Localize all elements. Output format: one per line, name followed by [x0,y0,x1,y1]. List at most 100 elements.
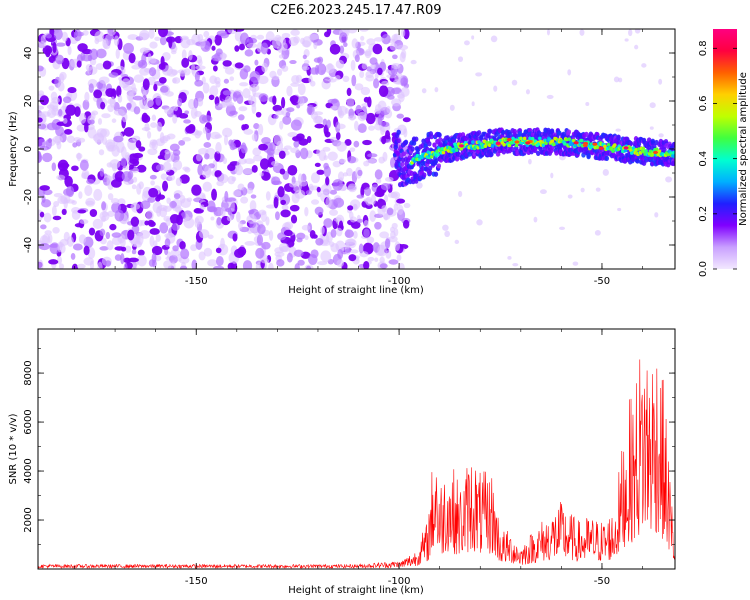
noise-blob [100,101,106,110]
noise-blob [75,31,85,37]
noise-blob [251,133,258,142]
signal-blob [489,151,494,157]
noise-blob [76,60,82,68]
signal-core [502,142,506,147]
noise-blob [203,247,213,257]
noise-blob [67,87,77,94]
noise-blob [136,164,147,173]
noise-blob [363,260,370,269]
signal-blob [437,132,442,138]
noise-blob [141,127,151,132]
noise-blob [245,187,254,194]
noise-blob [207,259,218,267]
noise-blob [50,91,58,101]
noise-blob [82,30,89,36]
noise-blob [320,226,325,235]
noise-blob [296,237,303,243]
noise-blob [326,119,331,129]
noise-blob [240,196,249,204]
noise-blob [214,34,223,46]
noise-blob [78,191,83,199]
noise-blob [202,181,212,192]
signal-core [672,154,675,159]
noise-blob [81,172,87,179]
noise-blob [164,151,175,163]
noise-blob [155,196,161,202]
noise-blob [416,182,423,189]
noise-blob [258,209,267,216]
signal-core [483,144,488,149]
noise-blob [360,35,365,41]
noise-blob [360,86,371,96]
noise-blob [136,233,141,245]
noise-blob [278,242,289,252]
noise-blob [211,45,216,51]
noise-blob [162,161,172,173]
noise-blob [539,189,547,195]
noise-blob [386,207,394,216]
noise-blob [58,108,63,117]
noise-blob [177,69,187,74]
noise-blob [278,150,286,159]
noise-blob [216,180,224,187]
signal-core [441,150,446,155]
noise-blob [260,258,270,264]
noise-blob [128,52,136,64]
noise-blob [62,117,68,124]
noise-blob [74,223,84,228]
noise-blob [239,68,249,80]
noise-blob [61,31,68,42]
noise-blob [111,235,123,246]
noise-blob [181,57,190,68]
noise-blob [246,214,257,224]
noise-blob [131,184,137,190]
noise-blob [273,114,279,119]
noise-blob [93,89,103,99]
spectrogram-y-ticks: -40 -20 0 20 40 [23,28,675,270]
signal-core [530,136,535,141]
noise-blob [155,164,165,171]
noise-blob [172,114,178,124]
noise-blob [634,29,641,34]
noise-blob [288,182,298,188]
noise-blob [357,123,367,134]
noise-blob [323,162,329,170]
noise-blob [194,215,204,225]
noise-blob [214,134,223,139]
noise-blob [224,67,235,75]
noise-blob [45,33,52,39]
noise-blob [301,66,310,71]
noise-blob [49,100,59,110]
noise-blob [58,263,65,269]
noise-blob [344,107,349,114]
noise-blob [279,120,284,130]
noise-blob [400,77,408,86]
noise-blob [99,246,109,251]
noise-blob [38,117,43,123]
noise-blob [214,170,222,177]
noise-blob [95,63,105,71]
signal-core [564,137,569,142]
noise-blob [53,193,63,198]
noise-blob [215,247,222,254]
noise-blob [293,249,304,257]
snr-y-label: SNR (10 * v/v) [8,413,19,484]
noise-blob [139,97,146,110]
noise-blob [66,236,74,247]
signal-core [454,148,459,152]
noise-blob [195,65,206,70]
signal-core [578,142,582,147]
noise-blob [60,194,71,204]
noise-blob [123,262,128,269]
noise-blob [186,197,193,203]
noise-blob [244,241,256,246]
noise-blob [203,30,210,38]
noise-blob [98,76,110,84]
signal-core [531,142,536,146]
noise-blob [354,54,360,63]
snr-y-ticks: 2000 4000 6000 8000 [23,348,675,570]
noise-blob [74,106,81,117]
noise-blob [140,219,147,226]
noise-blob [222,60,232,67]
noise-blob [313,115,323,124]
